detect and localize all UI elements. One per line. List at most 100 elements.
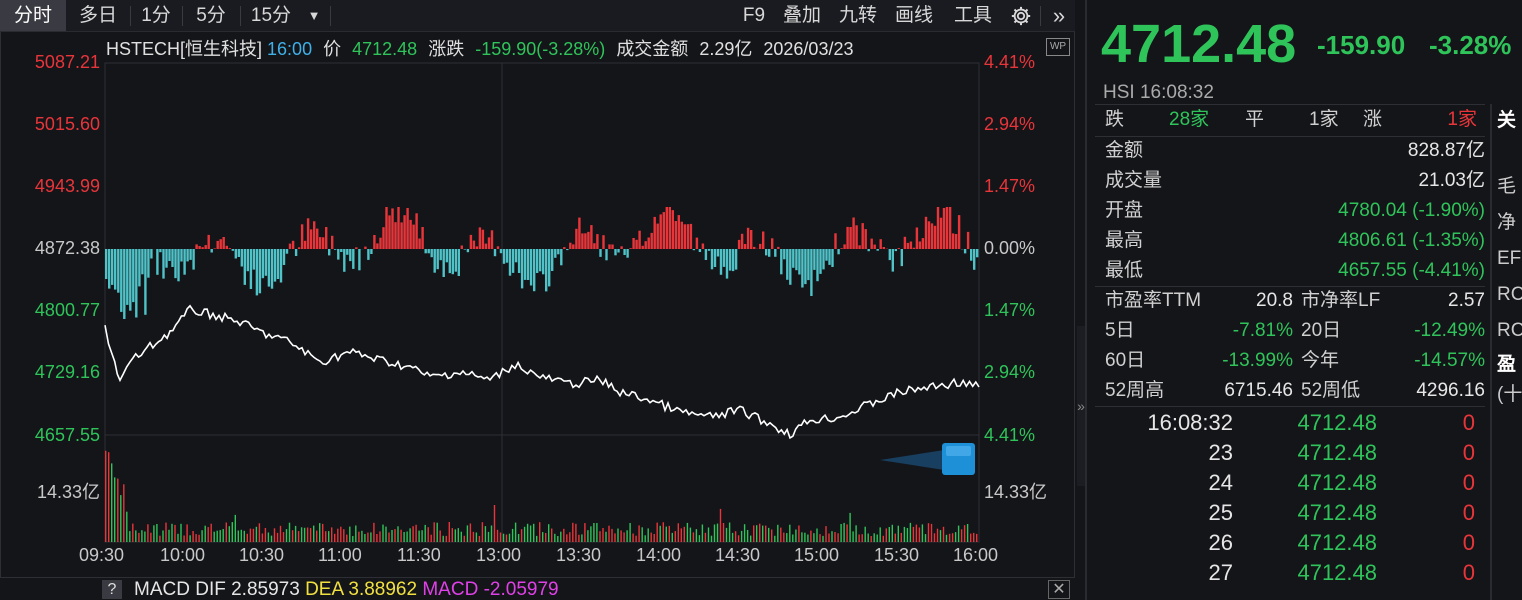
change-bar [439, 249, 442, 261]
change-bar [421, 227, 424, 249]
change-bar [322, 237, 325, 249]
turnover-label: 成交金额 [616, 39, 689, 59]
change-bar [638, 230, 641, 249]
draw-line-button[interactable]: 画线 [894, 5, 933, 26]
change-bar [222, 237, 225, 249]
volume-bar [677, 523, 679, 542]
change-bar [924, 216, 928, 249]
change-bar [677, 215, 680, 249]
change-bar [382, 227, 385, 249]
overlay-button[interactable]: 叠加 [782, 5, 821, 26]
change-bar [548, 249, 551, 287]
change-bar [722, 249, 726, 267]
nine-turn-button[interactable]: 九转 [838, 5, 877, 26]
tick-list[interactable]: 16:08:32 4712.48 0 23 4712.48 0 24 4712.… [1087, 408, 1487, 600]
ratio-value: 6715.46 [1224, 380, 1293, 401]
volume-bar [870, 536, 872, 542]
change-bar [207, 234, 210, 249]
intraday-chart[interactable] [0, 32, 1075, 577]
y-left-2: 4943.99 [34, 176, 100, 196]
volume-bar [957, 525, 960, 542]
change-bar [240, 249, 243, 267]
stat-row: 最高 4806.61 (-1.35%) [1105, 226, 1495, 256]
volume-bar [759, 523, 761, 542]
change-bar [858, 245, 861, 249]
change-bar [846, 226, 849, 249]
volume-bar [475, 532, 478, 542]
change-bar [195, 244, 198, 249]
change-bar [753, 246, 756, 249]
change-bar [267, 249, 271, 287]
period-tab-15min[interactable]: 15分 [250, 5, 292, 26]
change-bar [246, 249, 249, 272]
change-bar [584, 233, 587, 249]
quote-panel: 4712.48 -159.90 -3.28% HSI 16:08:32 跌 28… [1085, 0, 1522, 600]
volume-bar [484, 526, 487, 542]
stat-row: 最低 4657.55 (-4.41%) [1105, 256, 1495, 286]
f9-button[interactable]: F9 [742, 5, 766, 26]
tick-price: 4712.48 [1297, 410, 1377, 435]
change-bar [183, 249, 186, 275]
volume-bar [319, 523, 321, 542]
change-bar [686, 224, 690, 249]
volume-bar [186, 524, 188, 542]
volume-bar [325, 531, 327, 542]
change-bar [701, 243, 705, 249]
volume-bar [364, 534, 366, 542]
volume-bar [177, 533, 179, 542]
y-left-5: 4729.16 [34, 362, 100, 382]
change-bar [114, 249, 117, 290]
change-bar [454, 249, 457, 272]
change-bar [692, 249, 696, 251]
change-bar [897, 248, 900, 249]
gear-icon[interactable] [1006, 0, 1036, 31]
x-label: 09:30 [79, 545, 125, 565]
change-bar [665, 207, 668, 249]
tick-time: 25 [1208, 500, 1233, 525]
change-bar [831, 249, 834, 267]
volume-bar [698, 535, 701, 542]
change-bar [490, 230, 494, 249]
change-bar [593, 243, 596, 249]
period-dropdown-icon[interactable]: ▼ [307, 8, 321, 23]
change-bar [355, 247, 358, 249]
volume-bar [129, 531, 131, 542]
collapse-arrows-icon[interactable]: » [1052, 3, 1066, 28]
volume-bar [424, 524, 426, 542]
period-tab-intraday[interactable]: 分时 [0, 0, 66, 31]
period-tab-multiday[interactable]: 多日 [78, 5, 117, 26]
volume-bar [349, 526, 351, 542]
volume-bar [976, 533, 978, 542]
tools-button[interactable]: 工具 [953, 5, 992, 26]
ratio-label: 20日 [1301, 320, 1342, 341]
period-tab-5min[interactable]: 5分 [196, 5, 226, 26]
change-bar [249, 249, 253, 289]
volume-bar [740, 530, 743, 542]
panel-expand-icon[interactable]: » [1077, 326, 1085, 486]
volume-bar [382, 524, 384, 542]
change-bar [551, 249, 554, 271]
change-bar [319, 237, 322, 249]
change-bar [596, 234, 599, 249]
volume-bar [719, 508, 722, 542]
wp-icon[interactable]: WP [1046, 38, 1070, 56]
volume-bar [801, 532, 803, 542]
change-bar [159, 249, 162, 253]
change-bar [954, 234, 958, 249]
macd-dif-label: MACD DIF [134, 579, 226, 600]
volume-bar [165, 522, 167, 542]
toolbar-divider [1040, 6, 1041, 26]
volume-bar [686, 522, 689, 542]
volume-bar [566, 534, 568, 542]
period-tab-1min[interactable]: 1分 [141, 5, 171, 26]
change-bar [282, 249, 286, 265]
change-bar [587, 231, 590, 249]
blue-widget-icon [880, 443, 975, 475]
close-icon[interactable]: ✕ [1048, 580, 1070, 599]
ratio-label: 市净率LF [1301, 290, 1381, 311]
change-bar [973, 249, 976, 270]
help-button[interactable]: ? [102, 580, 122, 599]
volume-bar [430, 534, 432, 542]
change-bar [668, 207, 671, 249]
volume-bar [963, 525, 966, 542]
